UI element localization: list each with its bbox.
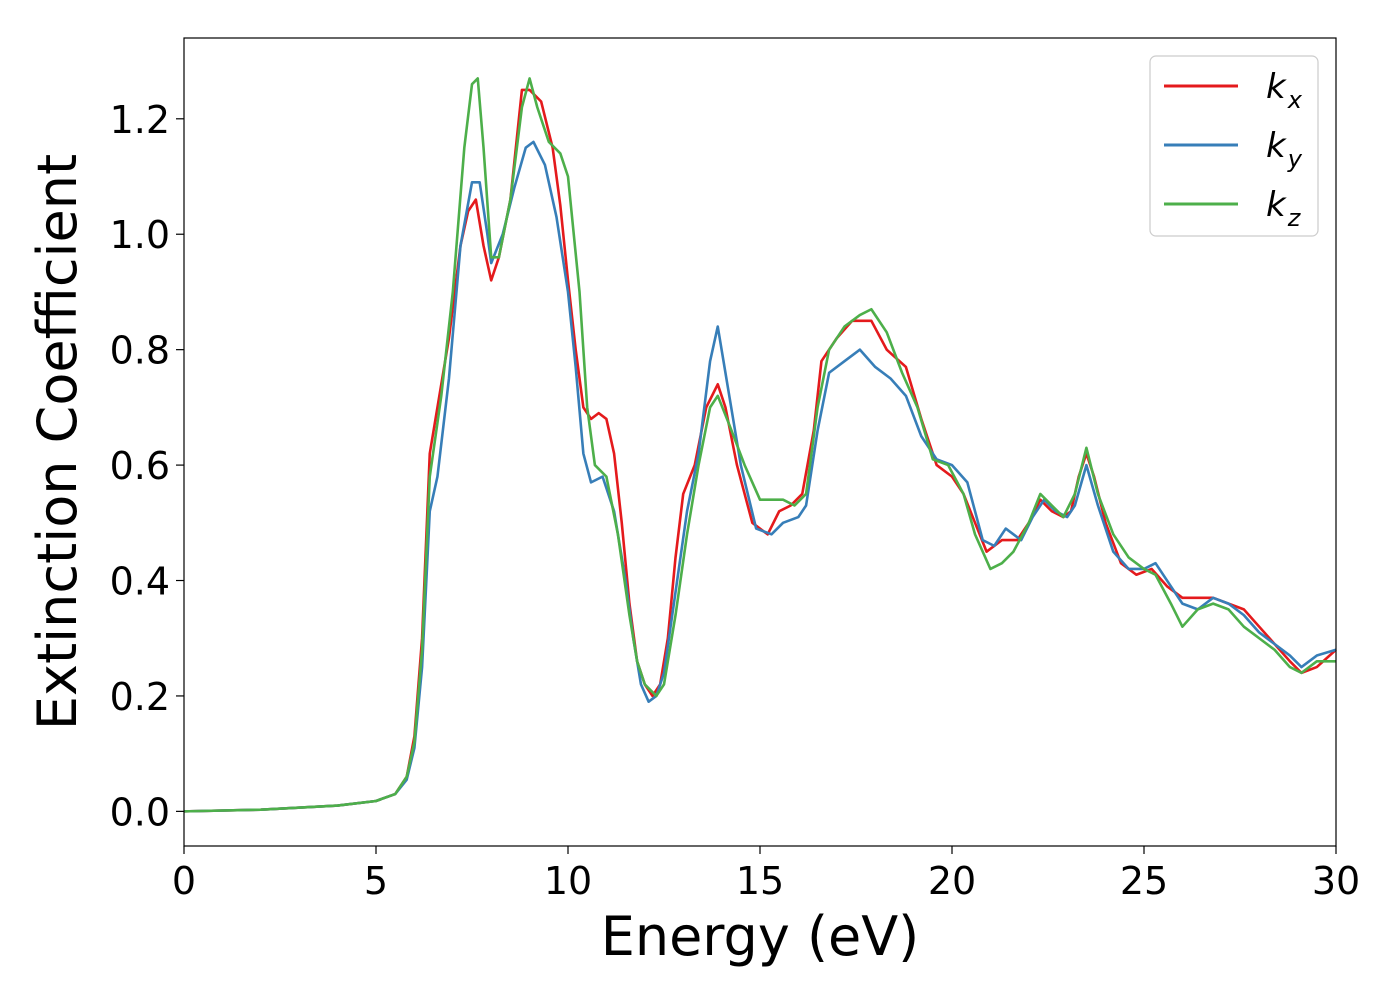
- series-layer: [183, 77, 1337, 813]
- x-tick-label: 30: [1312, 859, 1360, 903]
- legend-label-z: kz: [1266, 185, 1302, 232]
- y-tick-label: 0.6: [110, 444, 170, 488]
- legend-label-main: k: [1266, 67, 1287, 107]
- series-line-kx: [183, 88, 1337, 813]
- y-axis-label: Extinction Coefficient: [26, 154, 89, 730]
- series-line-ky: [183, 140, 1337, 813]
- legend-label-main: k: [1266, 185, 1287, 225]
- y-tick-label: 0.0: [110, 790, 170, 834]
- y-tick-label: 0.8: [110, 329, 170, 373]
- y-tick-label: 0.2: [110, 675, 170, 719]
- legend-label-y: ky: [1266, 126, 1303, 173]
- y-tick-label: 1.0: [110, 213, 170, 257]
- y-axis-ticks: 0.0 0.2 0.4 0.6 0.8 1.0 1.2: [110, 98, 184, 834]
- y-tick-label: 0.4: [110, 560, 170, 604]
- series-line-kz: [183, 77, 1336, 813]
- legend-label-x: kx: [1266, 67, 1303, 114]
- x-tick-label: 15: [736, 859, 784, 903]
- x-tick-label: 0: [172, 859, 196, 903]
- x-tick-label: 5: [364, 859, 388, 903]
- x-tick-label: 25: [1120, 859, 1168, 903]
- legend-label-sub: x: [1287, 86, 1303, 114]
- x-axis-ticks: 0 5 10 15 20 25 30: [172, 846, 1360, 903]
- legend-label-main: k: [1266, 126, 1287, 166]
- legend-label-sub: y: [1287, 145, 1303, 173]
- y-tick-label: 1.2: [110, 98, 170, 142]
- legend-label-sub: z: [1287, 204, 1302, 232]
- x-tick-label: 10: [544, 859, 592, 903]
- x-tick-label: 20: [928, 859, 976, 903]
- x-axis-label: Energy (eV): [601, 905, 920, 968]
